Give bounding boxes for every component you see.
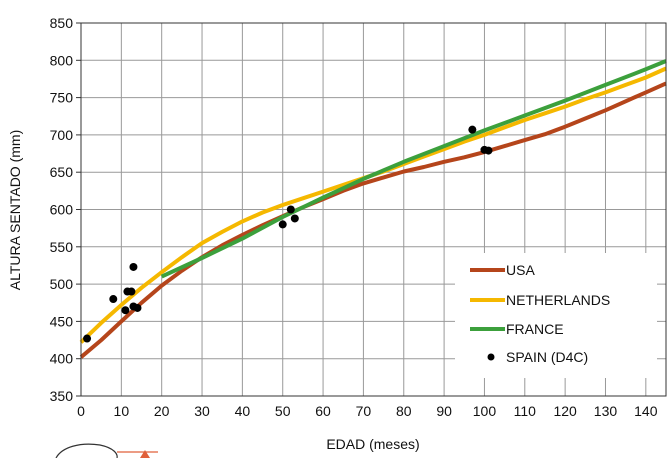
legend: USA NETHERLANDS FRANCE SPAIN (D4C) [455, 253, 657, 378]
data-point-spain [127, 287, 136, 296]
y-axis-title: ALTURA SENTADO (mm) [7, 130, 23, 291]
y-tick-label: 500 [50, 276, 74, 292]
y-tick-label: 800 [50, 52, 74, 68]
series-lines [79, 59, 667, 359]
data-point-spain [129, 262, 138, 271]
x-axis-title: EDAD (meses) [326, 436, 419, 452]
data-point-spain [468, 125, 477, 134]
data-point-spain [278, 220, 287, 229]
y-tick-labels: 350 400 450 500 550 600 650 700 750 800 850 [50, 15, 74, 404]
x-tick-labels: 0 10 20 30 40 50 60 70 80 90 100 110 120 130 140 [77, 403, 658, 419]
legend-label-usa: USA [506, 262, 535, 278]
y-tick-label: 450 [50, 313, 74, 329]
data-point-spain [83, 334, 92, 343]
x-tick-label: 40 [235, 403, 251, 419]
x-tick-label: 120 [553, 403, 577, 419]
x-tick-label: 0 [77, 403, 85, 419]
plot-frame [80, 22, 667, 397]
x-tick-label: 90 [436, 403, 452, 419]
x-tick-label: 70 [356, 403, 372, 419]
legend-label-spain: SPAIN (D4C) [506, 349, 588, 365]
legend-label-france: FRANCE [506, 321, 564, 337]
y-tick-label: 650 [50, 164, 74, 180]
data-point-spain [484, 146, 493, 155]
x-tick-label: 50 [275, 403, 291, 419]
data-point-spain [286, 205, 295, 214]
x-tick-label: 20 [154, 403, 170, 419]
x-tick-label: 100 [473, 403, 497, 419]
data-point-spain [109, 295, 118, 304]
series-line-france [160, 59, 667, 279]
y-tick-label: 400 [50, 351, 74, 367]
series-line-usa [79, 81, 667, 359]
y-tick-label: 850 [50, 15, 74, 31]
y-tick-label: 600 [50, 202, 74, 218]
logo-fragment [55, 443, 158, 458]
y-tick-label: 350 [50, 388, 74, 404]
series-points [83, 125, 493, 343]
x-tick-label: 140 [634, 403, 658, 419]
x-tick-label: 110 [514, 403, 537, 419]
x-tick-label: 10 [114, 403, 130, 419]
data-point-spain [290, 214, 299, 223]
x-tick-label: 80 [396, 403, 412, 419]
x-tick-label: 30 [194, 403, 210, 419]
y-tick-label: 550 [50, 239, 74, 255]
y-tick-label: 700 [50, 127, 74, 143]
data-point-spain [133, 303, 142, 312]
x-tick-label: 60 [315, 403, 331, 419]
x-tick-label: 130 [594, 403, 618, 419]
y-tick-label: 750 [50, 90, 74, 106]
data-point-spain [121, 306, 130, 315]
legend-label-netherlands: NETHERLANDS [506, 292, 610, 308]
legend-marker-spain [487, 353, 495, 361]
